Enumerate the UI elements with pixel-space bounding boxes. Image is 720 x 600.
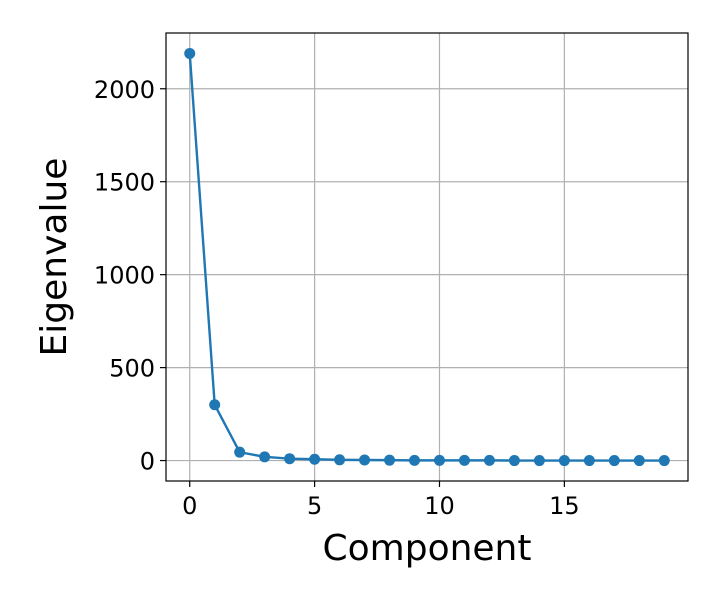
y-axis-title: Eigenvalue [34, 158, 75, 357]
data-point [334, 454, 346, 466]
data-point [558, 455, 570, 467]
x-tick-label: 15 [549, 492, 580, 520]
data-point [184, 47, 196, 59]
data-point [533, 455, 545, 467]
data-point [259, 451, 271, 463]
axis-ticks: 0 5 10 15 0 500 1000 1500 2000 [94, 76, 580, 520]
data-point [359, 454, 371, 466]
plot-frame [165, 32, 689, 482]
data-point [633, 455, 645, 467]
data-point [508, 455, 520, 467]
data-point [284, 453, 296, 465]
y-tick-label: 1500 [94, 169, 155, 197]
data-point [458, 454, 470, 466]
data-point [608, 455, 620, 467]
data-point [309, 453, 321, 465]
data-point [384, 454, 396, 466]
data-point [209, 399, 221, 411]
grid [166, 33, 688, 481]
x-axis-title: Component [322, 528, 531, 569]
y-tick-label: 500 [109, 355, 155, 383]
data-point [583, 455, 595, 467]
data-point [409, 454, 421, 466]
data-point [658, 455, 670, 467]
x-tick-label: 10 [424, 492, 455, 520]
data-point [234, 446, 246, 458]
data-point [483, 454, 495, 466]
plot-area [184, 47, 670, 467]
x-tick-label: 5 [307, 492, 322, 520]
series-line [188, 53, 665, 462]
y-tick-label: 0 [140, 448, 155, 476]
y-tick-label: 2000 [94, 76, 155, 104]
y-tick-label: 1000 [94, 262, 155, 290]
data-point [433, 454, 445, 466]
x-tick-label: 0 [182, 492, 197, 520]
